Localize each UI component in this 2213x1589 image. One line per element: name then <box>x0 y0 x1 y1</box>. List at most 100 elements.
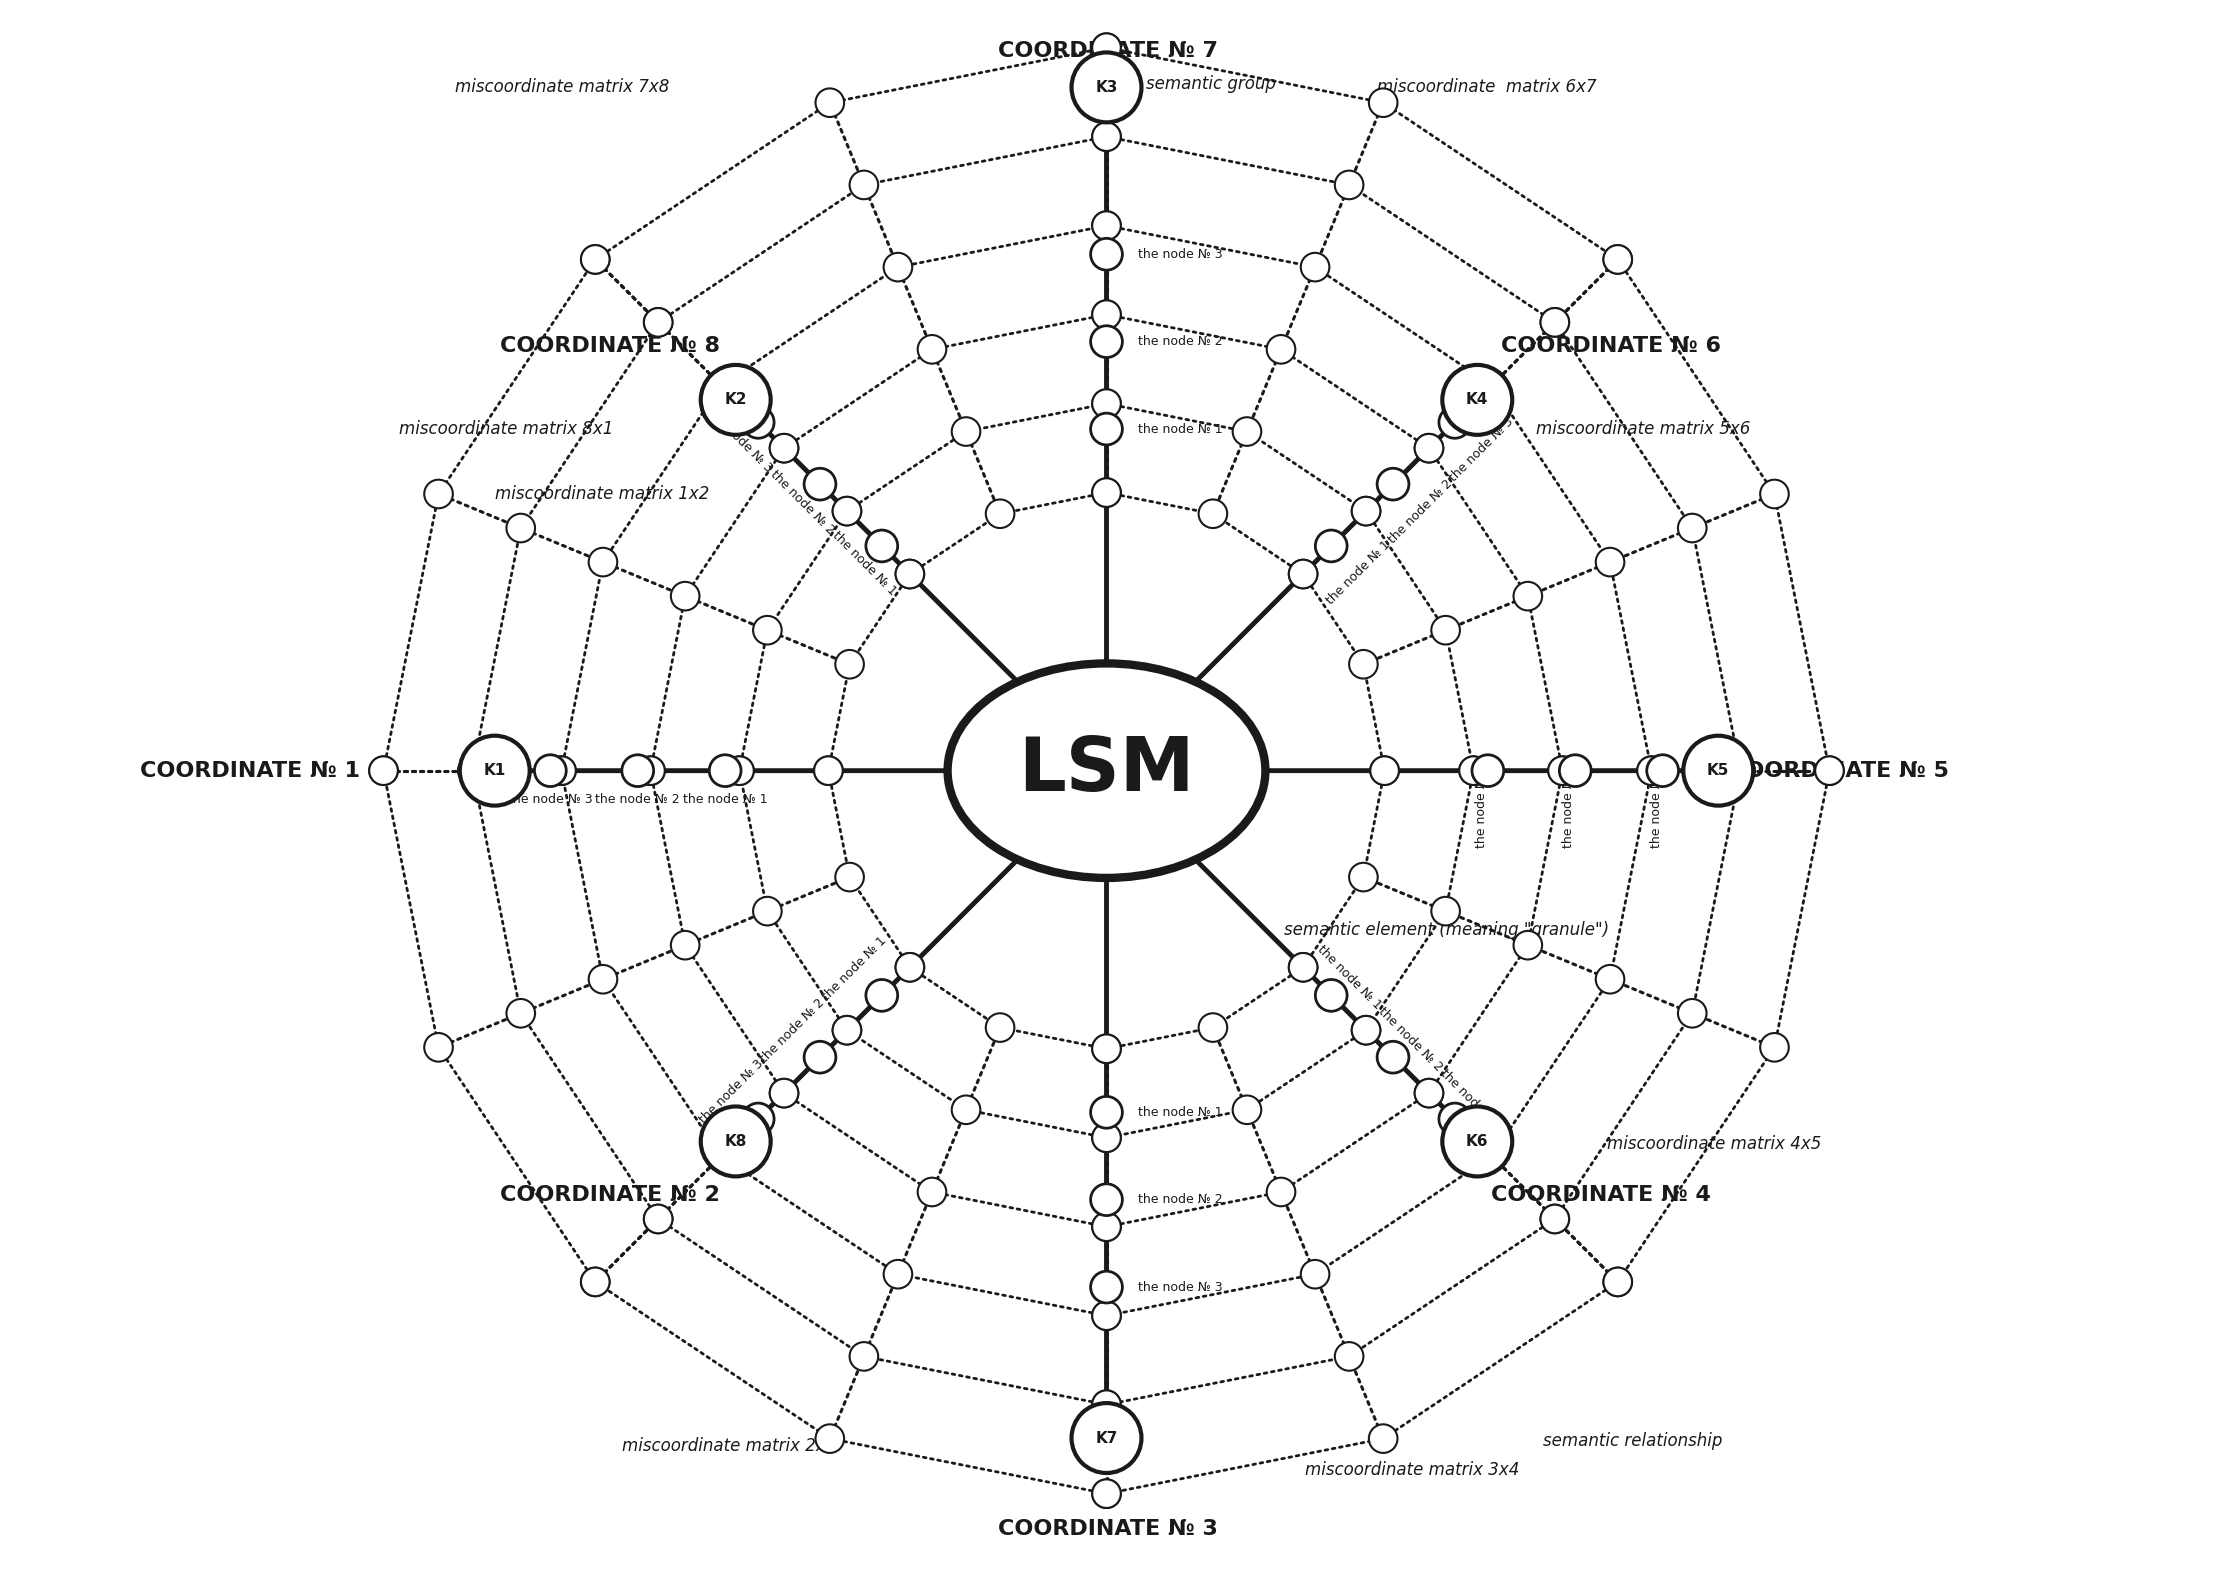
Text: the node № 1: the node № 1 <box>1323 539 1392 607</box>
Circle shape <box>1199 499 1228 528</box>
Circle shape <box>1458 756 1487 785</box>
Text: the node № 2: the node № 2 <box>768 467 837 537</box>
Circle shape <box>985 1014 1014 1042</box>
Circle shape <box>370 756 398 785</box>
Circle shape <box>1478 1142 1507 1171</box>
Circle shape <box>1301 1260 1330 1289</box>
Circle shape <box>1677 513 1706 542</box>
Circle shape <box>706 370 735 399</box>
Circle shape <box>1815 756 1843 785</box>
Circle shape <box>752 896 781 925</box>
Circle shape <box>1514 582 1542 610</box>
Text: the node № 3: the node № 3 <box>1137 248 1224 261</box>
Circle shape <box>1093 389 1120 418</box>
Text: K6: K6 <box>1465 1135 1489 1149</box>
Circle shape <box>1352 497 1381 526</box>
Circle shape <box>918 1177 947 1206</box>
Ellipse shape <box>947 663 1266 877</box>
Circle shape <box>1458 756 1487 785</box>
Circle shape <box>1315 531 1348 563</box>
Circle shape <box>1091 1271 1122 1303</box>
Circle shape <box>1093 300 1120 329</box>
Circle shape <box>1093 300 1120 329</box>
Circle shape <box>817 89 843 118</box>
Circle shape <box>1726 756 1755 785</box>
Circle shape <box>1815 756 1843 785</box>
Circle shape <box>1646 755 1677 787</box>
Circle shape <box>1414 434 1443 462</box>
Circle shape <box>706 370 735 399</box>
Circle shape <box>582 245 609 273</box>
Circle shape <box>1376 469 1410 501</box>
Circle shape <box>896 559 925 588</box>
Text: the node № 3: the node № 3 <box>1438 1066 1507 1136</box>
Circle shape <box>834 863 863 891</box>
Circle shape <box>1604 245 1631 273</box>
Text: the node № 3: the node № 3 <box>1649 763 1662 849</box>
Circle shape <box>622 755 653 787</box>
Text: K7: K7 <box>1095 1430 1118 1446</box>
Circle shape <box>425 480 454 508</box>
Circle shape <box>702 1106 770 1176</box>
Circle shape <box>1414 434 1443 462</box>
Circle shape <box>644 1204 673 1233</box>
Circle shape <box>1301 253 1330 281</box>
Circle shape <box>832 1015 861 1044</box>
Circle shape <box>1438 407 1472 439</box>
Circle shape <box>1093 1034 1120 1063</box>
Circle shape <box>741 407 775 439</box>
Circle shape <box>1093 1390 1120 1419</box>
Circle shape <box>1093 478 1120 507</box>
Circle shape <box>883 1260 912 1289</box>
Text: miscoordinate matrix 8x1: miscoordinate matrix 8x1 <box>398 419 613 439</box>
Circle shape <box>1093 33 1120 62</box>
Circle shape <box>1093 1479 1120 1508</box>
Text: COORDINATE № 2: COORDINATE № 2 <box>500 1185 719 1204</box>
Circle shape <box>1604 1268 1631 1297</box>
Text: the node № 1: the node № 1 <box>1137 423 1224 435</box>
Text: COORDINATE № 1: COORDINATE № 1 <box>139 761 361 780</box>
Text: the node № 1: the node № 1 <box>1315 942 1383 1012</box>
Text: miscoordinate  matrix 6x7: miscoordinate matrix 6x7 <box>1376 78 1596 97</box>
Circle shape <box>770 1079 799 1108</box>
Circle shape <box>1091 413 1122 445</box>
Text: miscoordinate matrix 1x2: miscoordinate matrix 1x2 <box>496 485 708 502</box>
Circle shape <box>582 245 609 273</box>
Circle shape <box>507 513 536 542</box>
Circle shape <box>1352 1015 1381 1044</box>
Circle shape <box>1093 1301 1120 1330</box>
Text: COORDINATE № 6: COORDINATE № 6 <box>1500 337 1720 356</box>
Circle shape <box>1432 617 1461 645</box>
Circle shape <box>536 755 567 787</box>
Circle shape <box>1726 756 1755 785</box>
Circle shape <box>425 1033 454 1061</box>
Circle shape <box>1370 756 1399 785</box>
Circle shape <box>1233 418 1261 447</box>
Circle shape <box>1370 756 1399 785</box>
Text: the node № 3: the node № 3 <box>1447 415 1516 485</box>
Circle shape <box>1478 1142 1507 1171</box>
Circle shape <box>1266 1177 1295 1206</box>
Circle shape <box>1093 389 1120 418</box>
Circle shape <box>1677 999 1706 1028</box>
Text: the node № 2: the node № 2 <box>1385 477 1454 545</box>
Circle shape <box>832 1015 861 1044</box>
Circle shape <box>1071 1403 1142 1473</box>
Circle shape <box>896 559 925 588</box>
Circle shape <box>1093 1123 1120 1152</box>
Text: the node № 1: the node № 1 <box>830 529 898 599</box>
Circle shape <box>1091 1096 1122 1128</box>
Circle shape <box>460 736 529 806</box>
Circle shape <box>814 756 843 785</box>
Circle shape <box>1093 478 1120 507</box>
Circle shape <box>1684 736 1753 806</box>
Circle shape <box>582 1268 609 1297</box>
Circle shape <box>671 582 699 610</box>
Text: the node № 2: the node № 2 <box>595 793 679 806</box>
Circle shape <box>850 1343 879 1371</box>
Circle shape <box>1093 211 1120 240</box>
Text: the node № 2: the node № 2 <box>1137 1193 1224 1206</box>
Circle shape <box>1759 1033 1788 1061</box>
Circle shape <box>1478 370 1507 399</box>
Circle shape <box>1350 650 1379 679</box>
